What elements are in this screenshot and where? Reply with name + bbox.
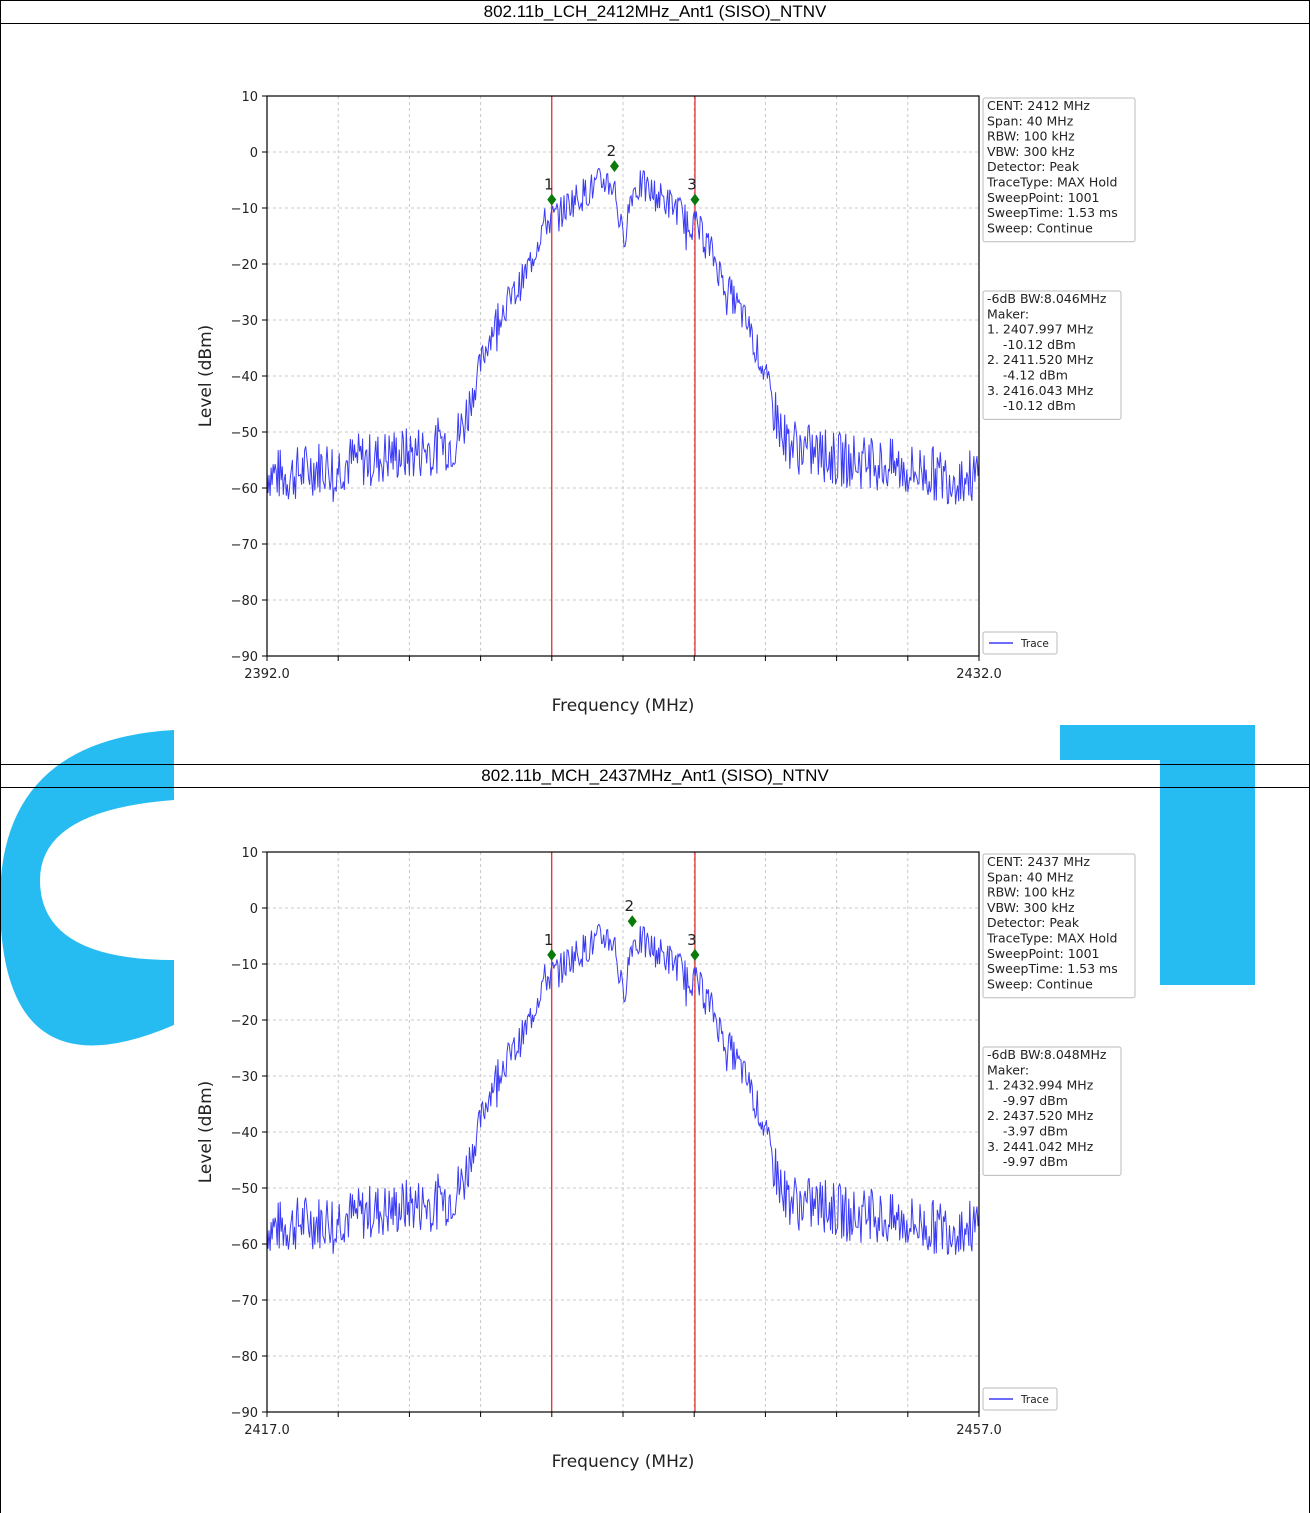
y-tick-label: −50 (231, 1182, 258, 1197)
y-tick-label: −90 (231, 1406, 258, 1421)
x-tick-label: 2417.0 (244, 1423, 290, 1438)
info-line: Span: 40 MHz (987, 869, 1074, 884)
legend-box (982, 1387, 1058, 1411)
y-tick-label: −40 (231, 1126, 258, 1141)
marker-line: -3.97 dBm (987, 1124, 1068, 1139)
trace-line (266, 923, 980, 1255)
y-tick-label: −30 (231, 314, 258, 329)
y-tick-label: −90 (231, 650, 258, 665)
lch-spectrum-chart: 10 0 −10 −20 −30 −40 −50 −60 −70 −80 −90 2392.0 2432… (196, 90, 1136, 716)
marker-line: -6dB BW:8.048MHz (987, 1047, 1107, 1062)
x-tick-label: 2457.0 (956, 1423, 1002, 1438)
marker-point (627, 915, 637, 928)
marker-line: 1. 2407.997 MHz (987, 322, 1094, 337)
info-box (982, 97, 1136, 243)
info-line: TraceType: MAX Hold (986, 931, 1117, 946)
y-tick-label: −80 (231, 1350, 258, 1365)
y-tick-label: 10 (241, 846, 258, 861)
x-tick-label: 2432.0 (956, 667, 1002, 682)
lch-title: 802.11b_LCH_2412MHz_Ant1 (SISO)_NTNV (483, 2, 827, 21)
mch-title: 802.11b_MCH_2437MHz_Ant1 (SISO)_NTNV (481, 766, 829, 785)
lch-title-cell: 802.11b_LCH_2412MHz_Ant1 (SISO)_NTNV (0, 0, 1310, 24)
x-tick-label: 2392.0 (244, 667, 290, 682)
marker-line: 3. 2416.043 MHz (987, 383, 1094, 398)
y-tick-label: −20 (231, 1014, 258, 1029)
info-line: SweepTime: 1.53 ms (987, 961, 1118, 976)
x-axis-label: Frequency (MHz) (552, 696, 695, 716)
info-line: RBW: 100 kHz (987, 129, 1075, 144)
y-tick-label: −40 (231, 370, 258, 385)
marker-point (547, 948, 557, 961)
info-line: SweepPoint: 1001 (987, 190, 1100, 205)
y-tick-label: −70 (231, 538, 258, 553)
marker-line: -10.12 dBm (987, 337, 1076, 352)
marker-box (982, 290, 1122, 420)
y-axis-label: Level (dBm) (196, 325, 216, 428)
info-line: CENT: 2412 MHz (987, 98, 1090, 113)
marker-point (690, 948, 700, 961)
mch-spectrum-chart: 10 0 −10 −20 −30 −40 −50 −60 −70 −80 −90 2417.0 2457… (196, 846, 1136, 1472)
info-line: CENT: 2437 MHz (987, 854, 1090, 869)
y-tick-label: −10 (231, 958, 258, 973)
marker-label: 1 (544, 931, 554, 949)
y-tick-label: −60 (231, 1238, 258, 1253)
y-tick-label: −80 (231, 594, 258, 609)
legend-box (982, 631, 1058, 655)
y-tick-label: −10 (231, 202, 258, 217)
info-line: Span: 40 MHz (987, 113, 1074, 128)
info-line: Sweep: Continue (987, 976, 1093, 991)
info-line: Detector: Peak (987, 159, 1080, 174)
marker-line: -9.97 dBm (987, 1154, 1068, 1169)
info-line: RBW: 100 kHz (987, 885, 1075, 900)
marker-line: 1. 2432.994 MHz (987, 1078, 1094, 1093)
y-tick-label: −50 (231, 426, 258, 441)
marker-label: 3 (687, 931, 697, 949)
marker-label: 3 (687, 176, 697, 194)
marker-line: -9.97 dBm (987, 1093, 1068, 1108)
y-tick-label: −30 (231, 1070, 258, 1085)
mch-plot-cell: 10 0 −10 −20 −30 −40 −50 −60 −70 −80 −90 2417.0 2457… (0, 788, 1310, 1513)
marker-line: Maker: (987, 306, 1029, 321)
marker-line: -10.12 dBm (987, 398, 1076, 413)
info-line: Detector: Peak (987, 915, 1080, 930)
marker-point (609, 160, 619, 173)
y-tick-label: −20 (231, 258, 258, 273)
y-tick-label: −70 (231, 1294, 258, 1309)
info-box (982, 853, 1136, 999)
marker-line: 2. 2411.520 MHz (987, 352, 1094, 367)
info-line: VBW: 300 kHz (987, 900, 1075, 915)
info-line: VBW: 300 kHz (987, 144, 1075, 159)
marker-line: 3. 2441.042 MHz (987, 1139, 1094, 1154)
marker-line: -4.12 dBm (987, 368, 1068, 383)
y-tick-label: −60 (231, 482, 258, 497)
y-tick-label: 0 (250, 902, 258, 917)
y-tick-label: 0 (250, 146, 258, 161)
marker-point (547, 193, 557, 206)
marker-label: 1 (544, 176, 554, 194)
y-axis-label: Level (dBm) (196, 1081, 216, 1184)
legend-label: Trace (1020, 638, 1049, 650)
marker-label: 2 (624, 897, 634, 915)
y-tick-label: 10 (241, 90, 258, 105)
trace-line (266, 167, 980, 505)
lch-plot-cell: 10 0 −10 −20 −30 −40 −50 −60 −70 −80 −90 2392.0 2432… (0, 24, 1310, 764)
marker-line: 2. 2437.520 MHz (987, 1108, 1094, 1123)
info-line: SweepPoint: 1001 (987, 946, 1100, 961)
marker-box (982, 1046, 1122, 1176)
legend-label: Trace (1020, 1394, 1049, 1406)
marker-line: -6dB BW:8.046MHz (987, 291, 1107, 306)
info-line: Sweep: Continue (987, 220, 1093, 235)
info-line: SweepTime: 1.53 ms (987, 205, 1118, 220)
info-line: TraceType: MAX Hold (986, 175, 1117, 190)
marker-point (690, 193, 700, 206)
marker-line: Maker: (987, 1062, 1029, 1077)
marker-label: 2 (607, 142, 617, 160)
x-axis-label: Frequency (MHz) (552, 1452, 695, 1472)
